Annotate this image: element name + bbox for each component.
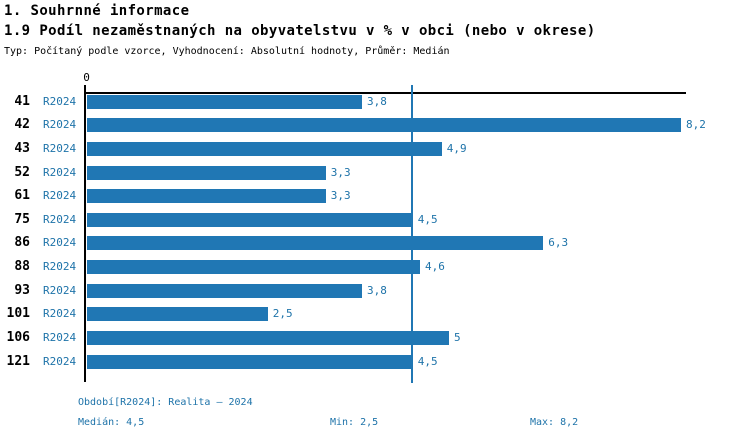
median-gridline (411, 85, 414, 383)
bar (86, 331, 449, 345)
chart-subtitle: 1.9 Podíl nezaměstnaných na obyvatelstvu… (4, 23, 596, 39)
bar-value-label: 4,5 (417, 212, 438, 226)
bar (86, 212, 413, 227)
bar-value-label: 6,3 (548, 236, 569, 250)
row-category-label: 101 (6, 306, 30, 322)
footer-max: Max: 8,2 (530, 417, 579, 428)
row-category-label: 121 (6, 353, 30, 369)
row-series-label: R2024 (43, 141, 77, 155)
row-series-label: R2024 (43, 189, 77, 203)
row-category-label: 93 (14, 282, 30, 298)
bar-value-label: 3,8 (367, 283, 387, 297)
row-category-label: 42 (14, 117, 30, 133)
row-category-label: 52 (14, 164, 30, 180)
bar (86, 283, 362, 298)
bar (86, 236, 544, 251)
bar (86, 307, 268, 322)
row-series-label: R2024 (43, 260, 77, 274)
bar-value-label: 4,5 (417, 354, 438, 368)
row-series-label: R2024 (43, 165, 77, 179)
bar-value-label: 5 (454, 331, 461, 344)
footer-period: Období[R2024]: Realita – 2024 (78, 397, 253, 408)
page-title: 1. Souhrnné informace (4, 3, 190, 19)
x-axis-line (85, 92, 686, 94)
row-category-label: 86 (14, 235, 30, 251)
bar (86, 260, 420, 275)
bar (86, 354, 413, 369)
chart-meta: Typ: Počítaný podle vzorce, Vyhodnocení:… (4, 46, 450, 57)
bar (86, 94, 362, 109)
bar (86, 118, 681, 133)
row-category-label: 61 (14, 188, 30, 204)
footer-min: Min: 2,5 (330, 417, 379, 428)
row-category-label: 106 (6, 330, 30, 345)
footer-median: Medián: 4,5 (78, 417, 145, 428)
bar-value-label: 4,9 (446, 141, 467, 155)
bar (86, 165, 326, 180)
row-series-label: R2024 (43, 283, 77, 297)
bar (86, 141, 442, 156)
row-series-label: R2024 (43, 212, 77, 226)
bar-value-label: 3,3 (330, 189, 351, 203)
row-series-label: R2024 (43, 307, 77, 321)
row-series-label: R2024 (43, 331, 77, 344)
row-category-label: 41 (14, 93, 30, 109)
bar-value-label: 3,8 (367, 94, 387, 108)
y-axis-line (84, 85, 86, 382)
row-category-label: 88 (14, 259, 30, 275)
row-category-label: 75 (14, 211, 30, 227)
row-category-label: 43 (14, 140, 30, 156)
bar-value-label: 3,3 (330, 165, 351, 179)
bar-value-label: 8,2 (686, 118, 706, 132)
bar-value-label: 4,6 (425, 260, 445, 274)
row-series-label: R2024 (43, 354, 77, 368)
row-series-label: R2024 (43, 236, 77, 250)
row-series-label: R2024 (43, 94, 77, 108)
bar (86, 189, 326, 204)
x-axis-zero-tick-label: 0 (83, 71, 90, 84)
bar-value-label: 2,5 (272, 307, 293, 321)
row-series-label: R2024 (43, 118, 77, 132)
